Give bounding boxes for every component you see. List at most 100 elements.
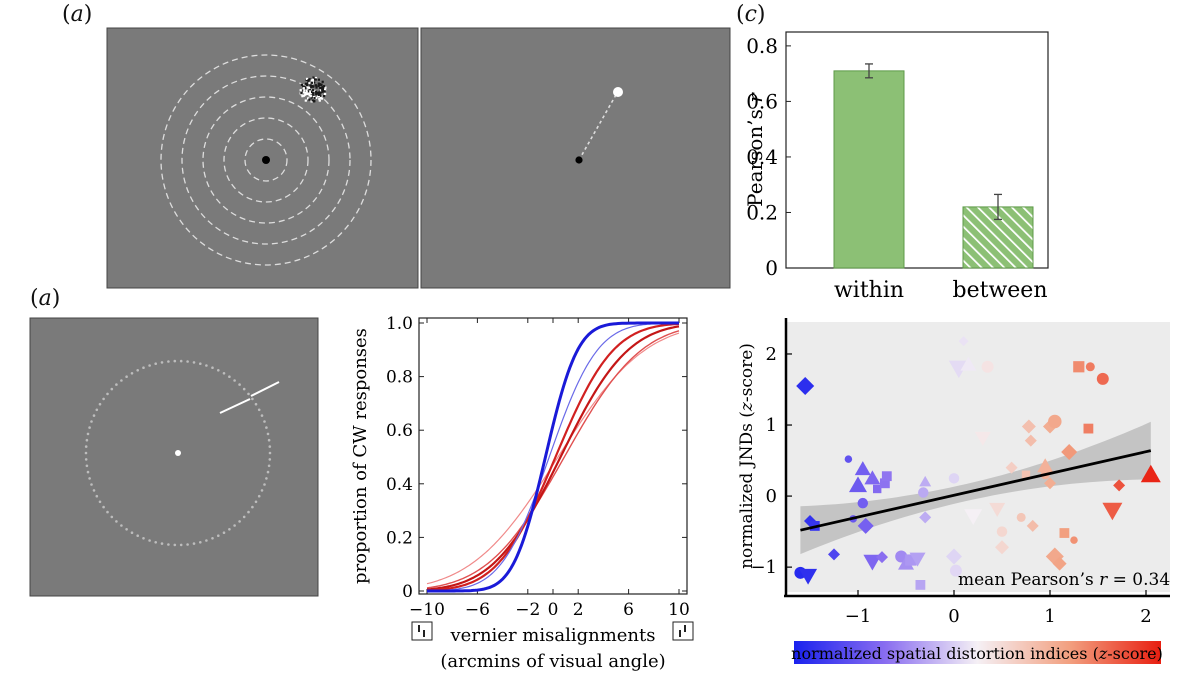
scatter-point — [949, 564, 962, 577]
scatter-point — [1083, 423, 1094, 434]
noise-pixel — [302, 91, 306, 94]
vernier-segment-2 — [250, 381, 280, 397]
scatter-point — [996, 526, 1008, 537]
noise-pixel — [301, 95, 304, 98]
noise-pixel — [312, 76, 315, 79]
bar-y-tick-label: 0.6 — [746, 89, 778, 113]
scatter-point — [1052, 556, 1067, 571]
noise-pixel — [317, 84, 320, 87]
scatter-y-tick-label: 2 — [766, 344, 777, 365]
dashed-ring — [223, 117, 309, 203]
circle-dot — [102, 505, 105, 509]
bar-chart: 0 0.2 0.4 0.6 0.8 Pearson’s r within between — [743, 31, 1049, 303]
scatter-point — [919, 475, 932, 487]
noise-pixel — [317, 93, 320, 96]
scatter-point — [844, 455, 853, 463]
colorbar-label: normalized spatial distortion indices (z… — [791, 644, 1163, 663]
scatter-point — [958, 336, 969, 347]
noise-pixel — [318, 99, 321, 102]
psychometric-chart: 00.20.40.60.81.0−10 −6 −2 0 2 6 10 proportion … — [350, 314, 694, 672]
circle-dot — [88, 477, 91, 480]
noise-pixel — [310, 100, 313, 103]
dashed-ring — [160, 54, 372, 266]
noise-pixel — [308, 78, 311, 81]
circle-dot — [92, 414, 96, 417]
noise-pixel — [303, 89, 306, 92]
noise-pixel — [304, 99, 307, 102]
circle-dot — [110, 387, 114, 391]
circle-dot — [238, 383, 241, 386]
circle-dot — [217, 534, 220, 537]
circle-dot — [84, 445, 88, 448]
noise-pixel — [310, 79, 313, 82]
psy-x-tick-label: −10 — [409, 600, 445, 620]
noise-pixel — [313, 81, 316, 84]
noise-pixel — [303, 85, 306, 88]
circle-dot — [199, 362, 202, 366]
response-dot — [613, 87, 623, 97]
scatter-point — [1044, 477, 1056, 490]
noise-pixel — [313, 100, 316, 103]
circle-dot — [268, 451, 272, 455]
circle-dot — [266, 470, 270, 474]
noise-pixel — [305, 77, 309, 80]
psy-y-tick-label: 0.2 — [386, 528, 413, 548]
scatter-point — [918, 487, 929, 498]
psy-y-tick-label: 0 — [402, 582, 413, 602]
scatter-x-tick-label: 1 — [1044, 606, 1055, 627]
dotted-circle — [84, 359, 272, 547]
scatter-point — [1048, 414, 1062, 429]
noise-pixel — [308, 82, 311, 85]
circle-dot — [98, 500, 102, 504]
noise-pixel — [312, 97, 315, 100]
noise-pixel — [300, 92, 303, 95]
noise-pixel — [324, 92, 327, 96]
circle-dot — [86, 432, 90, 436]
fixation-dot — [175, 450, 181, 456]
scatter-y-label: normalized JNDs (z-score) — [737, 343, 757, 569]
noise-pixel — [299, 89, 302, 92]
stimulus-panel-response — [420, 27, 731, 289]
circle-dot — [260, 414, 264, 417]
scatter-chart: −1 0 1 2 −1 0 1 2 normalized JNDs (z-score) mea… — [737, 318, 1170, 664]
noise-pixel — [309, 84, 312, 87]
noise-pixel — [300, 93, 303, 96]
psy-x-tick-label: −2 — [515, 600, 540, 620]
circle-dot — [205, 539, 208, 542]
circle-dot — [173, 359, 177, 363]
scatter-point — [1026, 519, 1039, 532]
fixation-dot — [575, 156, 583, 164]
circle-dot — [222, 372, 226, 375]
circle-dot — [84, 458, 88, 461]
circle-dot — [263, 420, 266, 423]
scatter-point — [857, 497, 869, 509]
noise-pixel — [308, 90, 311, 93]
noise-pixel — [309, 95, 312, 98]
bar-y-tick-label: 0.2 — [746, 200, 778, 224]
noise-pixel — [313, 97, 316, 100]
scatter-point — [1024, 434, 1037, 447]
bar-category-label: within — [834, 278, 904, 303]
circle-dot — [265, 477, 268, 480]
scatter-point — [828, 548, 840, 561]
scatter-y-tick-label: 0 — [766, 486, 777, 507]
circle-dot — [125, 528, 128, 531]
circle-dot — [238, 520, 241, 523]
circle-dot — [95, 494, 99, 498]
scatter-annotation: mean Pearson’s r = 0.34 — [958, 570, 1170, 590]
scatter-point — [909, 552, 926, 567]
scatter-point — [905, 554, 917, 566]
noise-pixel — [307, 92, 310, 95]
psy-x-tick-label: 10 — [668, 600, 690, 620]
circle-dot — [228, 375, 231, 379]
scatter-point — [1102, 502, 1123, 521]
noise-pixel — [307, 97, 310, 100]
noise-pixel — [321, 85, 324, 88]
noise-pixel — [308, 89, 311, 92]
noise-pixel — [310, 81, 313, 84]
circle-dot — [265, 426, 268, 429]
circle-dot — [267, 438, 271, 442]
stimulus-panel-vernier — [29, 317, 319, 597]
circle-dot — [95, 408, 99, 412]
